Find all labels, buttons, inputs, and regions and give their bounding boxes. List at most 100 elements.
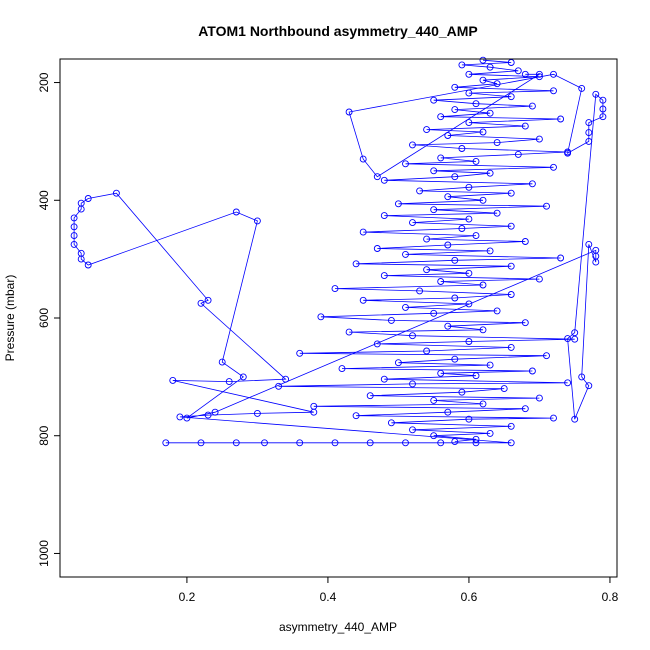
data-point	[296, 439, 304, 447]
data-point	[444, 408, 452, 416]
data-point	[507, 222, 515, 230]
data-point	[437, 439, 445, 447]
data-point	[451, 173, 459, 181]
y-tick-label: 400	[37, 190, 51, 210]
data-point	[465, 338, 473, 345]
data-point	[535, 394, 543, 402]
data-point	[465, 215, 473, 223]
data-point	[296, 349, 304, 357]
data-point	[507, 343, 515, 351]
data-point	[317, 313, 325, 321]
y-axis: 200 400 600 800 1000	[37, 72, 60, 567]
data-point	[479, 400, 487, 408]
y-tick-label: 800	[37, 425, 51, 445]
data-point	[416, 187, 424, 195]
y-tick-label: 600	[37, 308, 51, 328]
data-point	[345, 328, 353, 336]
data-point	[564, 149, 572, 157]
data-point	[84, 261, 92, 269]
data-point	[331, 439, 339, 447]
data-point	[493, 80, 501, 88]
data-point	[84, 195, 92, 202]
data-point	[592, 258, 600, 266]
data-point	[437, 113, 445, 121]
data-point	[225, 378, 233, 386]
data-point	[423, 126, 431, 134]
data-point	[486, 169, 494, 177]
data-point	[430, 432, 438, 440]
data-point	[507, 291, 515, 298]
data-point	[472, 372, 480, 380]
data-point	[550, 163, 557, 171]
data-point	[366, 392, 374, 400]
data-point	[409, 332, 416, 340]
data-point	[373, 173, 381, 181]
data-point	[571, 329, 579, 337]
data-point	[528, 180, 536, 188]
data-point	[528, 367, 536, 375]
data-point	[535, 70, 543, 78]
data-point	[402, 250, 409, 258]
data-point	[359, 296, 367, 304]
data-point	[402, 160, 409, 168]
data-point	[70, 240, 78, 248]
data-point	[310, 408, 318, 416]
data-point	[409, 380, 416, 388]
data-point	[409, 141, 416, 149]
data-point	[387, 419, 395, 427]
data-point	[359, 228, 367, 236]
data-point	[486, 429, 494, 437]
data-point	[282, 375, 290, 383]
data-point	[507, 422, 515, 430]
data-point	[77, 255, 85, 263]
data-point	[444, 193, 452, 201]
data-point	[493, 139, 501, 147]
data-point	[514, 67, 522, 75]
data-point	[380, 375, 388, 383]
data-point	[380, 176, 388, 184]
x-tick-label: 0.8	[602, 590, 619, 604]
data-point	[112, 189, 120, 197]
x-tick-label: 0.4	[320, 590, 337, 604]
data-point	[451, 106, 459, 114]
x-axis-label: asymmetry_440_AMP	[279, 620, 397, 634]
data-point	[514, 150, 522, 158]
data-point	[70, 223, 78, 231]
data-point	[430, 396, 438, 404]
data-point	[486, 63, 494, 71]
data-point	[550, 87, 557, 95]
data-point	[176, 413, 184, 421]
data-point	[543, 352, 550, 360]
data-point	[585, 129, 593, 137]
data-point	[465, 119, 473, 127]
data-point	[550, 414, 557, 422]
data-point	[359, 155, 367, 163]
data-point	[507, 439, 515, 447]
data-point	[458, 145, 466, 152]
data-point	[345, 108, 353, 116]
data-point	[479, 281, 487, 289]
x-axis: 0.2 0.4 0.6 0.8	[179, 577, 619, 604]
data-point	[232, 439, 240, 447]
data-point	[585, 240, 593, 248]
data-point	[465, 183, 473, 191]
data-point	[571, 335, 579, 343]
data-point	[232, 208, 240, 216]
data-point	[479, 76, 487, 84]
data-point	[380, 272, 388, 280]
y-axis-label: Pressure (mbar)	[3, 275, 17, 362]
data-point	[197, 299, 205, 307]
data-point	[366, 439, 374, 447]
data-point	[521, 319, 529, 327]
data-point	[521, 238, 529, 245]
data-point	[423, 347, 431, 355]
data-point	[394, 200, 402, 208]
data-point	[528, 102, 536, 110]
data-point	[451, 355, 459, 363]
data-point	[472, 100, 480, 108]
data-point	[444, 241, 452, 249]
data-point	[472, 157, 480, 165]
data-point	[338, 365, 346, 373]
data-point	[430, 309, 438, 317]
